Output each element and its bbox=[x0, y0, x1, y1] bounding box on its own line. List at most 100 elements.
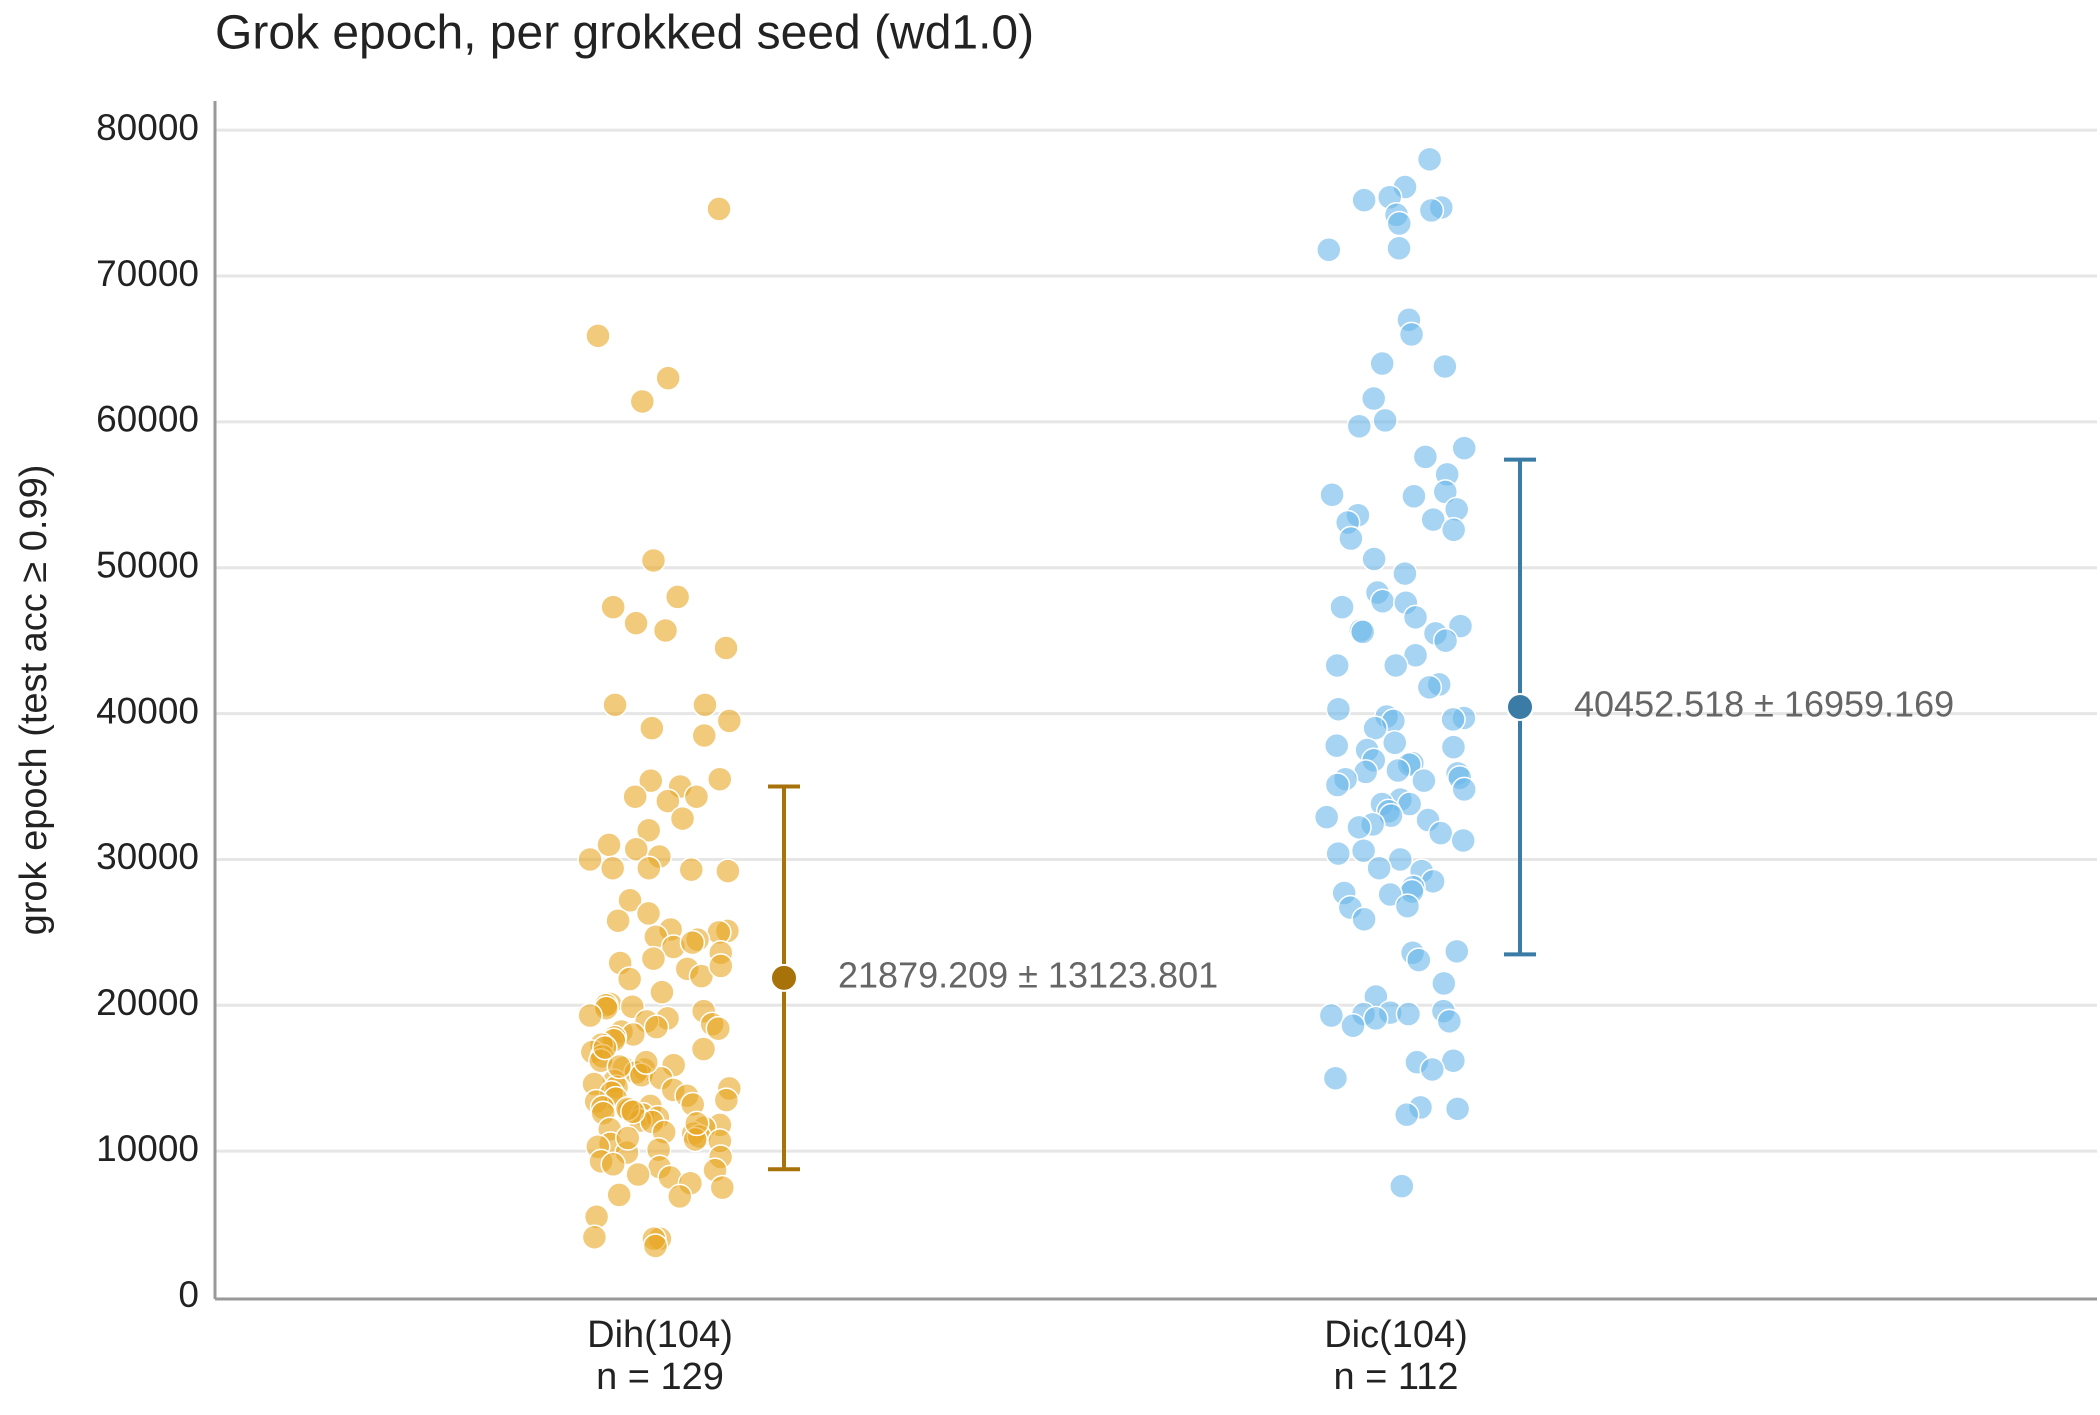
data-point bbox=[623, 610, 649, 636]
data-point bbox=[1411, 767, 1437, 794]
data-point bbox=[655, 365, 681, 391]
data-point bbox=[1444, 1096, 1471, 1122]
data-point bbox=[1381, 730, 1408, 756]
data-point bbox=[1432, 353, 1458, 380]
data-point bbox=[707, 766, 733, 792]
data-point bbox=[1322, 1065, 1349, 1091]
data-point bbox=[1324, 652, 1350, 679]
chart-title: Grok epoch, per grokked seed (wd1.0) bbox=[215, 7, 1034, 60]
y-tick-label: 80000 bbox=[96, 107, 199, 148]
data-point bbox=[716, 708, 743, 734]
data-point bbox=[706, 196, 732, 222]
data-point bbox=[655, 788, 681, 814]
data-point bbox=[1325, 840, 1351, 867]
data-point bbox=[1402, 642, 1429, 668]
data-point bbox=[600, 1151, 626, 1178]
data-point bbox=[581, 1224, 608, 1250]
data-point bbox=[1349, 619, 1376, 645]
data-point bbox=[1394, 893, 1421, 919]
data-point bbox=[1323, 732, 1350, 759]
data-point bbox=[1369, 588, 1396, 615]
data-point bbox=[652, 617, 679, 644]
data-point bbox=[679, 929, 706, 956]
data-point bbox=[606, 1182, 632, 1208]
data-point bbox=[1444, 938, 1470, 965]
data-point bbox=[606, 1053, 633, 1080]
data-point bbox=[602, 692, 628, 718]
data-point bbox=[577, 1002, 603, 1029]
data-point bbox=[1440, 734, 1467, 760]
x-tick-label: Dih(104) bbox=[587, 1314, 733, 1356]
data-point bbox=[692, 692, 718, 718]
data-point bbox=[1389, 1173, 1415, 1199]
data-point bbox=[1398, 321, 1425, 348]
data-point bbox=[633, 1049, 659, 1075]
y-axis-label: grok epoch (test acc ≥ 0.99) bbox=[13, 465, 55, 936]
data-point bbox=[1451, 776, 1477, 803]
y-tick-label: 50000 bbox=[96, 545, 199, 586]
data-point bbox=[1338, 525, 1364, 552]
data-point bbox=[1316, 237, 1342, 263]
data-point bbox=[1385, 757, 1411, 784]
data-point bbox=[1366, 855, 1392, 881]
data-point bbox=[1401, 483, 1427, 510]
data-point bbox=[617, 887, 643, 914]
data-point bbox=[1440, 706, 1466, 733]
data-point bbox=[1346, 413, 1373, 440]
data-point bbox=[715, 858, 741, 884]
data-point bbox=[1340, 1012, 1366, 1039]
y-tick-label: 60000 bbox=[96, 399, 199, 440]
data-point bbox=[616, 966, 643, 992]
data-point bbox=[639, 715, 665, 741]
y-tick-label: 40000 bbox=[96, 690, 199, 731]
data-point bbox=[1440, 517, 1467, 543]
data-point bbox=[1329, 594, 1355, 620]
summary-label: 40452.518 ± 16959.169 bbox=[1574, 684, 1954, 725]
data-point bbox=[708, 953, 734, 979]
data-point bbox=[600, 594, 626, 620]
data-point bbox=[667, 1183, 693, 1210]
data-point bbox=[1369, 350, 1395, 377]
data-point bbox=[585, 323, 611, 349]
data-point bbox=[1346, 814, 1372, 841]
y-tick-label: 30000 bbox=[96, 836, 199, 877]
data-point bbox=[1427, 820, 1454, 846]
data-point bbox=[1402, 604, 1429, 631]
data-point bbox=[1450, 827, 1476, 854]
data-point bbox=[640, 547, 667, 574]
data-point bbox=[629, 388, 656, 415]
mean-marker bbox=[770, 963, 798, 992]
data-point bbox=[643, 1014, 670, 1040]
data-point bbox=[1351, 906, 1377, 932]
data-point bbox=[1325, 696, 1352, 722]
y-tick-label: 0 bbox=[178, 1274, 199, 1315]
data-point bbox=[1386, 235, 1412, 262]
data-point bbox=[622, 783, 648, 810]
data-point bbox=[635, 900, 662, 927]
mean-marker bbox=[1506, 692, 1534, 721]
data-point bbox=[615, 1125, 641, 1151]
y-tick-label: 70000 bbox=[96, 253, 199, 294]
data-point bbox=[691, 722, 717, 749]
data-point bbox=[635, 817, 662, 844]
summary-label: 21879.209 ± 13123.801 bbox=[838, 954, 1218, 995]
data-point bbox=[1416, 674, 1443, 701]
data-point bbox=[605, 907, 631, 934]
data-point bbox=[1387, 846, 1414, 873]
data-point bbox=[669, 805, 696, 832]
x-tick-label: Dic(104) bbox=[1324, 1314, 1468, 1356]
data-point bbox=[1350, 837, 1377, 864]
data-point bbox=[1319, 482, 1345, 508]
x-tick-sublabel: n = 129 bbox=[596, 1356, 724, 1398]
data-point bbox=[683, 783, 710, 810]
y-tick-label: 20000 bbox=[96, 982, 199, 1023]
y-tick-label: 10000 bbox=[96, 1128, 199, 1169]
data-point bbox=[1392, 560, 1418, 587]
data-point bbox=[705, 1015, 732, 1042]
data-point bbox=[638, 767, 664, 794]
data-point bbox=[599, 855, 626, 881]
data-point bbox=[1406, 947, 1432, 973]
data-point bbox=[1416, 146, 1443, 173]
data-point bbox=[1324, 772, 1351, 798]
